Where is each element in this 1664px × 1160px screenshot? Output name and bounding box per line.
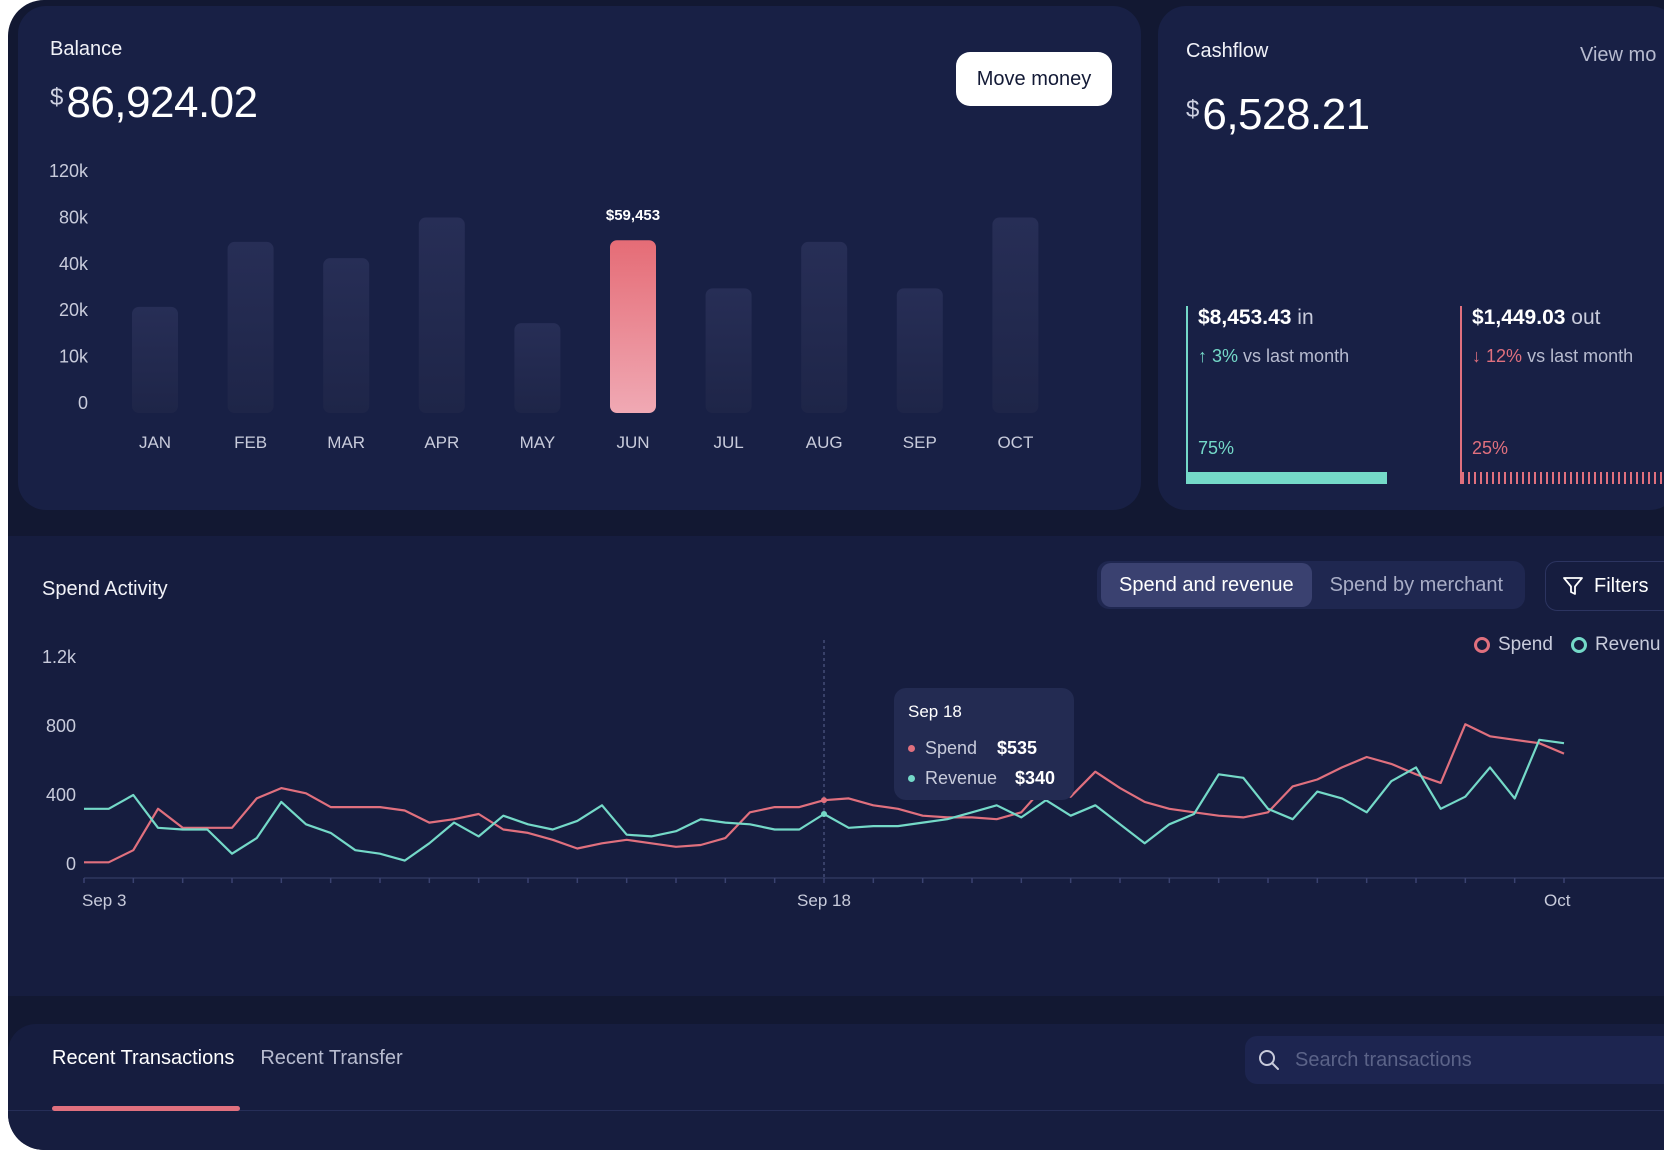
move-money-button[interactable]: Move money	[956, 52, 1112, 106]
x-tick-label: FEB	[234, 433, 267, 452]
x-tick-label: MAR	[327, 433, 365, 452]
cashflow-amount: $ 6,528.21	[1186, 90, 1370, 140]
balance-value: 86,924.02	[66, 78, 258, 127]
dashboard-frame: Balance $ 86,924.02 Move money 120k 80k 40…	[8, 0, 1664, 1150]
legend-revenue: Revenu	[1570, 634, 1660, 656]
cashflow-in: $8,453.43 in ↑ 3% vs last month 75%	[1186, 306, 1458, 484]
bar	[418, 217, 465, 413]
bar-data-label: $59,453	[606, 207, 660, 224]
y-tick-label: 10k	[59, 347, 89, 367]
y-tick-label: 0	[78, 393, 88, 413]
spend-activity-title: Spend Activity	[42, 578, 168, 600]
funnel-icon	[1563, 577, 1583, 595]
bar	[227, 241, 274, 413]
x-tick-label: Sep 18	[797, 891, 851, 910]
cashflow-currency: $	[1186, 96, 1200, 123]
balance-amount: $ 86,924.02	[50, 78, 258, 128]
cashflow-in-line	[1186, 306, 1188, 484]
cashflow-out-bar	[1462, 472, 1664, 484]
y-tick-label: 40k	[59, 254, 89, 274]
cashflow-in-delta: ↑ 3% vs last month	[1198, 346, 1350, 366]
tooltip-row-revenue: Revenue $340	[908, 768, 1055, 789]
view-more-link[interactable]: View mo	[1580, 44, 1657, 66]
search-input[interactable]	[1293, 1047, 1657, 1073]
balance-title: Balance	[50, 38, 123, 60]
tooltip-row-spend: Spend $535	[908, 738, 1037, 759]
cashflow-in-share: 75%	[1198, 438, 1235, 458]
tab-recent-transfer[interactable]: Recent Transfer	[260, 1047, 403, 1069]
tab-recent-transactions[interactable]: Recent Transactions	[52, 1047, 235, 1069]
y-tick-label: 0	[66, 854, 76, 874]
tabs-divider	[8, 1110, 1664, 1111]
x-tick-label: AUG	[806, 433, 843, 452]
y-tick-label: 1.2k	[42, 647, 77, 667]
legend-spend-dot	[1474, 637, 1490, 653]
tooltip-point-revenue	[821, 810, 827, 817]
cashflow-out: $1,449.03 out ↓ 12% vs last month 25%	[1460, 306, 1664, 484]
arrow-up-icon: ↑	[1198, 346, 1207, 366]
legend-revenue-dot	[1570, 637, 1587, 653]
y-tick-label: 80k	[59, 207, 89, 227]
cashflow-out-share: 25%	[1472, 438, 1509, 458]
arrow-down-icon: ↓	[1472, 346, 1481, 366]
active-tab-indicator	[52, 1106, 240, 1111]
cashflow-in-amount: $8,453.43 in	[1198, 306, 1314, 329]
search-box	[1245, 1036, 1664, 1084]
y-tick-label: 800	[46, 716, 76, 736]
y-tick-label: 400	[46, 785, 76, 805]
cashflow-out-line	[1460, 306, 1462, 484]
y-tick-label: 20k	[59, 300, 89, 320]
tooltip-point-spend	[821, 797, 827, 804]
chart-legend: Spend Revenu	[1474, 634, 1660, 656]
bar-highlighted	[610, 240, 656, 413]
spend-view-toggle: Spend and revenue Spend by merchant	[1097, 561, 1526, 609]
x-tick-label: SEP	[903, 433, 937, 452]
balance-card: Balance $ 86,924.02 Move money 120k 80k 40…	[18, 6, 1141, 510]
filters-button[interactable]: Filters	[1545, 561, 1664, 611]
x-tick-label: JUL	[713, 433, 743, 452]
spend-activity-card: Spend Activity	[8, 536, 1664, 996]
tooltip-date: Sep 18	[908, 702, 962, 721]
search-icon	[1259, 1050, 1279, 1070]
x-tick-label: JUN	[616, 433, 649, 452]
x-tick-label: Sep 3	[82, 891, 126, 910]
filters-label: Filters	[1594, 574, 1649, 597]
bar	[801, 241, 848, 413]
y-tick-label: 120k	[49, 161, 89, 181]
chart-tooltip: Sep 18 Spend $535 Revenue $340	[894, 688, 1074, 800]
bar	[514, 323, 561, 413]
segment-spend-by-merchant[interactable]: Spend by merchant	[1329, 573, 1504, 596]
segment-spend-and-revenue[interactable]: Spend and revenue	[1101, 563, 1312, 607]
spend-line-chart: 1.2k 800 400 0 Sep 3 Sep 18 Oct	[42, 640, 1664, 910]
x-tick-label: OCT	[997, 433, 1033, 452]
transactions-tabs: Recent Transactions Recent Transfer	[52, 1047, 403, 1070]
balance-bar-chart: 120k 80k 40k 20k 10k 0 JAN FEB MAR APR MAY JUN $59,4…	[49, 161, 1039, 452]
bar	[896, 288, 943, 413]
cashflow-title: Cashflow	[1186, 40, 1269, 62]
x-tick-label: Oct	[1544, 891, 1571, 910]
bar	[992, 217, 1039, 413]
bar	[705, 288, 752, 413]
bar	[323, 258, 370, 413]
cashflow-card: Cashflow View mo $ 6,528.21 $8,453.43 in…	[1158, 6, 1664, 510]
bar	[132, 306, 178, 413]
cashflow-value: 6,528.21	[1202, 90, 1370, 139]
x-tick-label: APR	[424, 433, 459, 452]
cashflow-out-delta: ↓ 12% vs last month	[1472, 346, 1634, 366]
legend-spend: Spend	[1474, 634, 1553, 656]
cashflow-in-bar	[1186, 472, 1387, 484]
x-tick-label: MAY	[520, 433, 556, 452]
cashflow-out-amount: $1,449.03 out	[1472, 306, 1601, 329]
balance-currency: $	[50, 84, 64, 111]
x-tick-label: JAN	[139, 433, 171, 452]
